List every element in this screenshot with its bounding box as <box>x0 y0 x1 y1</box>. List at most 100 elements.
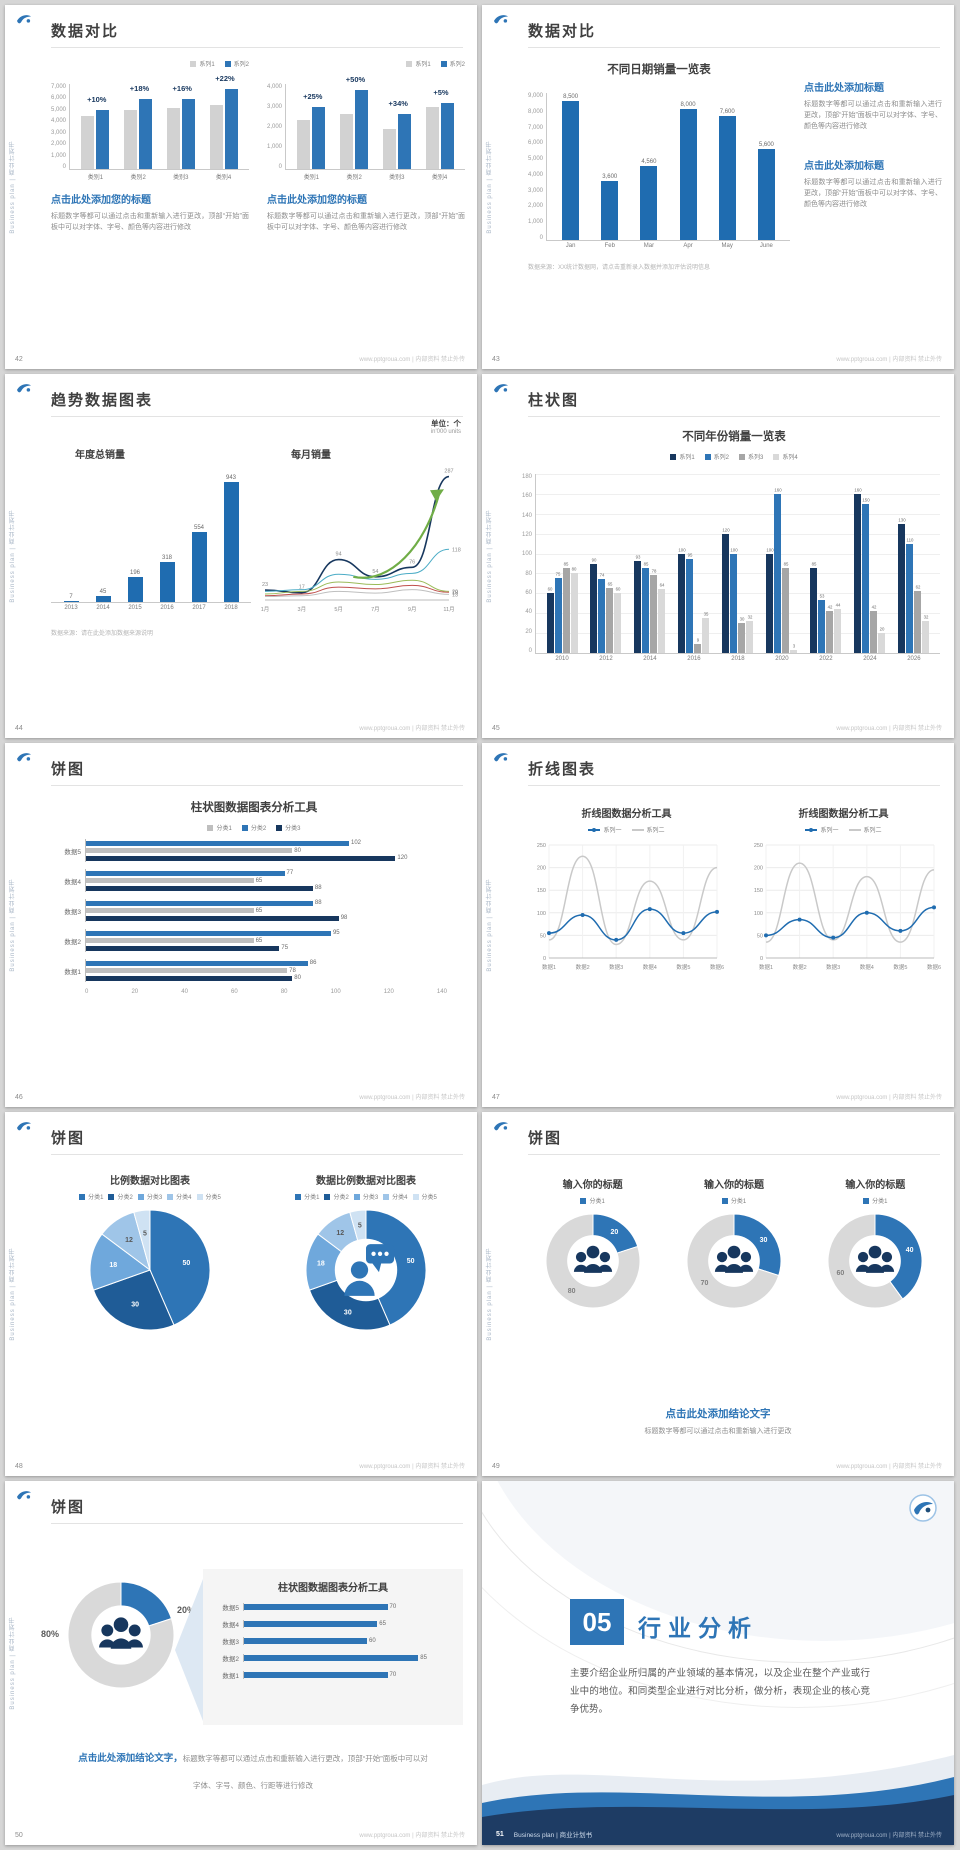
wave-decoration <box>482 1755 954 1845</box>
bar: 80 <box>570 568 578 653</box>
slide-47[interactable]: Business plan | 商业计划书 折线图表 折线图数据分析工具 系列一… <box>482 743 954 1107</box>
data-source-note: 数据来源：XX统计数据网，请点击重新录入数据并添加评估说明信息 <box>528 265 711 271</box>
bar <box>244 1638 367 1644</box>
bar: 3 <box>790 645 798 653</box>
bar: 74 <box>598 574 606 653</box>
donut-chart <box>67 1581 175 1694</box>
bar: 85 <box>642 563 650 653</box>
svg-text:数据6: 数据6 <box>926 963 940 971</box>
annual-sales-panel: 年度总销量 7 2013 45 2014 196 2015 318 2016 554 2017 94… <box>51 446 251 637</box>
logo-icon <box>17 753 31 762</box>
svg-text:数据4: 数据4 <box>859 963 873 971</box>
legend-item: 系列1 <box>190 59 215 68</box>
watermark: www.pptgroua.com | 内部资料 禁止外传 <box>836 1464 942 1470</box>
section-title: 行业分析 <box>638 1615 758 1641</box>
watermark: www.pptgroua.com | 内部资料 禁止外传 <box>359 1464 465 1470</box>
logo-icon <box>17 15 31 24</box>
svg-text:50: 50 <box>183 1260 191 1267</box>
bar <box>124 109 138 169</box>
svg-text:17: 17 <box>299 585 305 591</box>
bar <box>209 104 223 169</box>
logo-icon <box>494 753 508 762</box>
watermark: www.pptgroua.com | 内部资料 禁止外传 <box>836 357 942 363</box>
watermark: www.pptgroua.com | 内部资料 禁止外传 <box>359 1095 465 1101</box>
bar: 85 <box>562 563 570 653</box>
svg-text:数据1: 数据1 <box>541 963 555 971</box>
bar <box>86 938 254 943</box>
conclusion-subtext: 标题数字等都可以通过点击和重新输入进行更改，顶部“开始”面板中可以对字体、字号、… <box>182 1754 428 1791</box>
page-number: 48 <box>15 1463 23 1470</box>
page-number: 47 <box>492 1094 500 1101</box>
bar <box>425 106 439 169</box>
section-heading: 点击此处添加标题 <box>804 160 884 172</box>
conclusion-subtext: 标题数字等都可以通过点击和重新输入进行更改 <box>644 1428 792 1435</box>
slide-51[interactable]: 05 行业分析 主要介绍企业所归属的产业领域的基本情况，以及企业在整个产业或行业… <box>482 1481 954 1845</box>
svg-text:150: 150 <box>536 888 545 894</box>
chart-legend: 分类1 <box>522 1196 663 1205</box>
legend-item: 分类3 <box>137 1192 162 1201</box>
bar: 160 <box>854 489 861 653</box>
bar <box>86 840 349 846</box>
slide-42[interactable]: Business plan | 商业计划书 数据对比 系列1 系列2 7,000 6… <box>5 5 477 369</box>
bar-chart: 7 2013 45 2014 196 2015 318 2016 554 2017 943 2018 <box>51 465 251 616</box>
bar: 42 <box>826 606 834 653</box>
bar-group: 318 2016 <box>159 554 175 611</box>
svg-text:18: 18 <box>109 1262 117 1269</box>
bar: 110 <box>906 538 914 653</box>
bar <box>244 1672 388 1678</box>
title-divider <box>528 785 940 786</box>
grouped-bar-chart: 7,000 6,000 5,000 4,000 3,000 2,000 1,000 0 +10%… <box>51 68 249 183</box>
bar <box>397 114 411 169</box>
content: 不同日期销量一览表 9,000 8,000 7,000 6,000 5,000 4,000… <box>528 61 942 271</box>
svg-text:3月: 3月 <box>298 606 307 613</box>
slide-side-text: Business plan | 商业计划书 <box>10 509 16 603</box>
page-number: 46 <box>15 1094 23 1101</box>
people-icon <box>856 1245 895 1273</box>
line-chart: 118 20 18 13 23 17 94 54 76 287 1月 3月 5月 7月 9月 11月 <box>257 463 469 618</box>
bar: 150 <box>862 499 869 653</box>
body-text: 标题数字等都可以通过点击和重新输入进行更改，顶部“开始”面板中可以对字体、字号、… <box>804 178 942 208</box>
slide-50[interactable]: Business plan | 商业计划书 饼图 80% 20% 柱状图数据图表… <box>5 1481 477 1845</box>
conclusion-heading: 点击此处添加结论文字 <box>665 1408 771 1420</box>
bar <box>244 1604 388 1610</box>
body-text: 标题数字等都可以通过点击和重新输入进行更改，顶部“开始”面板中可以对字体、字号、… <box>51 213 249 232</box>
legend-item: 系列2 <box>440 59 465 68</box>
slide-45[interactable]: Business plan | 商业计划书 柱状图 不同年份销量一览表 系列1 系… <box>482 374 954 738</box>
slide-48[interactable]: Business plan | 商业计划书 饼图 比例数据对比图表 分类1 分类2… <box>5 1112 477 1476</box>
annotation: +10% <box>87 94 107 104</box>
svg-text:18: 18 <box>317 1261 325 1268</box>
bar: 8,000 <box>679 102 697 240</box>
slide-43[interactable]: Business plan | 商业计划书 数据对比 不同日期销量一览表 9,0… <box>482 5 954 369</box>
horizontal-bar-chart: 数据5 70 数据4 65 数据3 60 数据2 85 数据1 70 <box>217 1602 449 1680</box>
legend-item: 系列1 <box>406 59 431 68</box>
bar: 85 <box>810 563 818 653</box>
chart-legend: 系列一 系列二 <box>743 825 944 834</box>
bar <box>340 114 354 169</box>
svg-text:200: 200 <box>536 866 545 872</box>
chart-legend: 分类1 分类2 分类3 分类4 分类5 <box>51 1192 249 1201</box>
chart-column-right: 系列1 系列2 4,000 3,000 2,000 1,000 0 +25% 类别1 +50% 类… <box>267 59 465 233</box>
slide-title: 饼图 <box>51 761 86 778</box>
bar-group: 8,000 Apr <box>679 102 697 249</box>
bar: 32 <box>922 616 930 653</box>
bar-group: +50% 类别2 <box>340 75 369 181</box>
pie-slice <box>92 1269 175 1331</box>
page-number: 42 <box>15 356 23 363</box>
slide-46[interactable]: Business plan | 商业计划书 饼图 柱状图数据图表分析工具 分类1… <box>5 743 477 1107</box>
bar-group: 90 74 65 60 2012 <box>590 558 622 662</box>
content-columns: 输入你的标题 分类1 20 80 输入你的标题 分类1 30 70 输入你的标题 分… <box>522 1176 946 1309</box>
bar: 7 <box>63 594 79 602</box>
annotation: +5% <box>433 87 449 97</box>
chart-legend: 系列1 系列2 <box>267 59 465 68</box>
people-icon <box>573 1245 612 1273</box>
bar <box>86 945 280 951</box>
slide-44[interactable]: Business plan | 商业计划书 趋势数据图表 单位：个 in'000… <box>5 374 477 738</box>
bar <box>86 855 396 861</box>
svg-text:40: 40 <box>906 1247 914 1254</box>
slide-title: 饼图 <box>51 1130 86 1147</box>
bar-chart: 9,000 8,000 7,000 6,000 5,000 4,000 3,000 2,000… <box>528 83 790 254</box>
legend-item: 系列一 <box>805 825 839 834</box>
svg-text:30: 30 <box>344 1309 352 1316</box>
slide-49[interactable]: Business plan | 商业计划书 饼图 输入你的标题 分类1 20 80… <box>482 1112 954 1476</box>
